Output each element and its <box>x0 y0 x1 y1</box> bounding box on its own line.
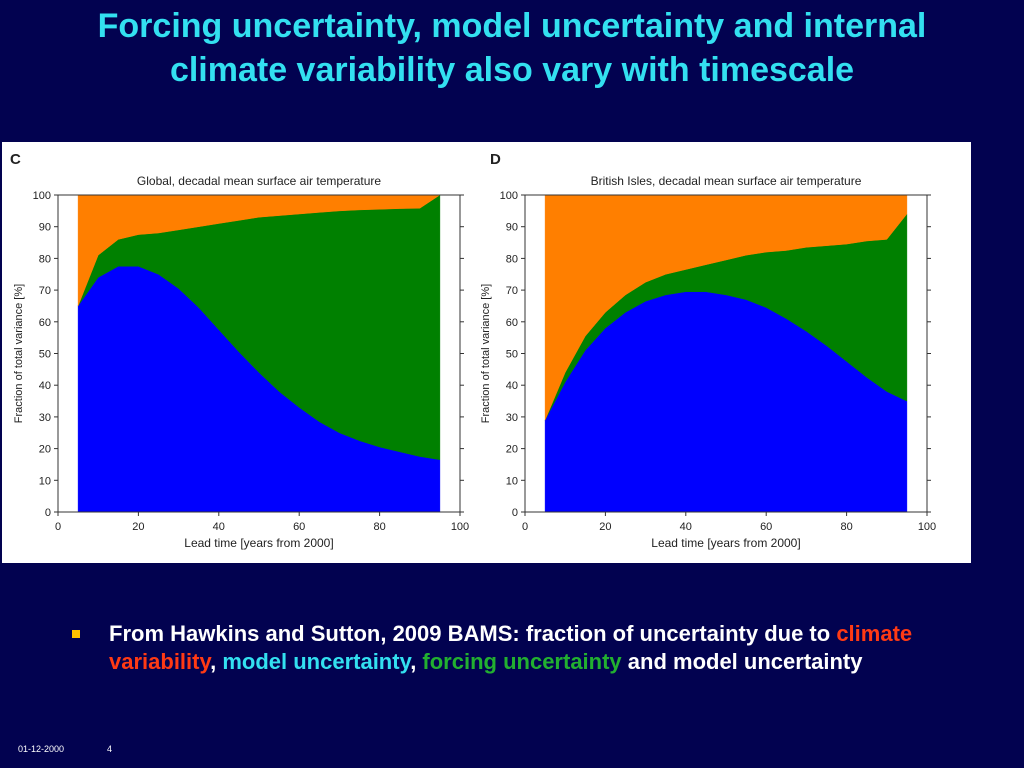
chart-c-x-tick-label: 20 <box>132 521 144 533</box>
bullet-text: From Hawkins and Sutton, 2009 BAMS: frac… <box>109 620 969 676</box>
chart-d-y-tick-label: 80 <box>506 253 518 265</box>
chart-c-y-tick-label: 60 <box>39 317 51 329</box>
figure-svg: C Global, decadal mean surface air temper… <box>10 151 936 550</box>
chart-d-y-tick-label: 0 <box>512 507 518 519</box>
chart-d-y-tick-label: 60 <box>506 317 518 329</box>
chart-d-y-tick-label: 100 <box>500 190 518 202</box>
chart-c-x-tick-label: 100 <box>451 521 469 533</box>
chart-c-x-tick-label: 60 <box>293 521 305 533</box>
chart-c-y-tick-label: 50 <box>39 349 51 361</box>
footer-date: 01-12-2000 <box>18 744 65 754</box>
term-model-uncertainty: model uncertainty <box>222 649 411 674</box>
slide-title: Forcing uncertainty, model uncertainty a… <box>0 4 1024 92</box>
chart-c-y-tick-label: 0 <box>45 507 51 519</box>
chart-c-y-tick-label: 20 <box>39 444 51 456</box>
chart-c-x-tick-label: 80 <box>373 521 385 533</box>
chart-d-y-tick-label: 70 <box>506 285 518 297</box>
chart-d-y-tick-label: 40 <box>506 380 518 392</box>
chart-d-x-tick-label: 40 <box>680 521 692 533</box>
chart-d-x-axis-label: Lead time [years from 2000] <box>651 536 800 550</box>
bullet-marker-icon <box>72 630 80 638</box>
chart-c-y-tick-label: 100 <box>33 190 51 202</box>
slide-title-line-2: climate variability also vary with times… <box>169 51 855 89</box>
chart-c-title: Global, decadal mean surface air tempera… <box>137 174 381 188</box>
chart-c-x-tick-label: 0 <box>55 521 61 533</box>
chart-c-y-tick-label: 80 <box>39 253 51 265</box>
chart-c-x-tick-label: 40 <box>213 521 225 533</box>
chart-d-x-tick-label: 0 <box>522 521 528 533</box>
chart-d-x-tick-label: 100 <box>918 521 936 533</box>
term-forcing-uncertainty: forcing uncertainty <box>422 649 622 674</box>
chart-d-y-tick-label: 20 <box>506 444 518 456</box>
chart-d-x-tick-label: 80 <box>840 521 852 533</box>
footer-page-number: 4 <box>107 744 113 754</box>
bullet-text-intro: From Hawkins and Sutton, 2009 BAMS: frac… <box>109 621 837 646</box>
bullet-separator-1: , <box>210 649 223 674</box>
chart-d-y-tick-label: 10 <box>506 475 518 487</box>
chart-c-y-tick-label: 40 <box>39 380 51 392</box>
chart-d-y-axis-label: Fraction of total variance [%] <box>480 284 492 423</box>
chart-d-panel-label: D <box>490 151 501 168</box>
chart-c-y-tick-label: 90 <box>39 222 51 234</box>
bullet-text-end: and model uncertainty <box>621 649 863 674</box>
slide-title-line-1: Forcing uncertainty, model uncertainty a… <box>97 7 927 45</box>
bullet-separator-2: , <box>410 649 423 674</box>
chart-d-x-tick-label: 60 <box>760 521 772 533</box>
chart-c-panel-label: C <box>10 151 21 168</box>
figure-panel: C Global, decadal mean surface air temper… <box>2 142 971 563</box>
chart-d-y-tick-label: 50 <box>506 349 518 361</box>
chart-d-y-tick-label: 90 <box>506 222 518 234</box>
chart-c-y-tick-label: 70 <box>39 285 51 297</box>
term-climate-variability: climate variability <box>109 621 913 674</box>
chart-c-y-tick-label: 30 <box>39 412 51 424</box>
chart-d-y-tick-label: 30 <box>506 412 518 424</box>
chart-d-x-tick-label: 20 <box>599 521 611 533</box>
chart-c-x-axis-label: Lead time [years from 2000] <box>184 536 333 550</box>
chart-c-y-tick-label: 10 <box>39 475 51 487</box>
chart-c-y-axis-label: Fraction of total variance [%] <box>13 284 25 423</box>
chart-d-title: British Isles, decadal mean surface air … <box>591 174 862 188</box>
